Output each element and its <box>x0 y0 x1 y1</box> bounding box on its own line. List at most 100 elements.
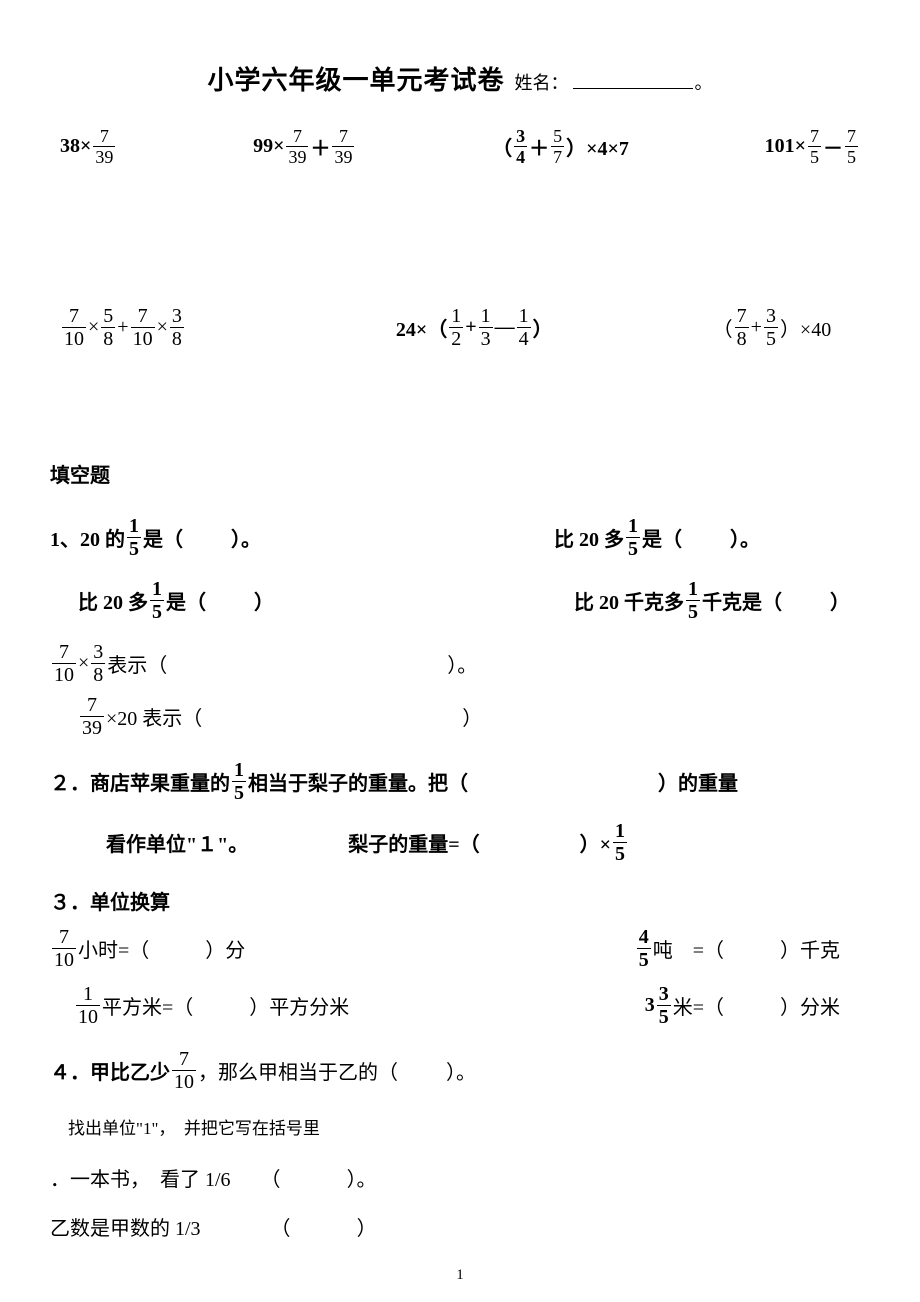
q3a-l-blank <box>149 934 205 963</box>
e2-d2: 39 <box>332 146 354 166</box>
q1a-l-n: 1 <box>127 516 141 537</box>
q2-line-b: 看作单位"１"。 梨子的重量=（ ）× 15 <box>50 821 870 864</box>
q1c-n2: 3 <box>91 642 105 663</box>
q1a-l-d: 5 <box>127 537 141 559</box>
expr-3: （ 34 ＋ 57 ）×4×7 <box>492 127 629 166</box>
q2a-close: ）的重量 <box>658 767 738 796</box>
q1b-r-pre: 比 20 千克多 <box>574 586 684 615</box>
e7-l: （ <box>713 313 733 342</box>
q3-header-text: ３．单位换算 <box>50 886 170 915</box>
q3a-l-pre: 小时=（ <box>78 934 149 963</box>
e5-d4: 8 <box>170 327 184 349</box>
section-fill-header: 填空题 <box>50 459 870 488</box>
q2-line-a: ２．商店苹果重量的 15 相当于梨子的重量。把（ ）的重量 <box>50 760 870 803</box>
p2-blank <box>296 1218 352 1240</box>
e5-t3: × <box>157 316 168 339</box>
q1c-n1: 7 <box>52 642 76 663</box>
q2b-pre: 看作单位"１"。 <box>106 828 248 857</box>
q3b-l-pre: 平方米=（ <box>102 991 193 1020</box>
q3a-l-close: ）分 <box>205 934 245 963</box>
e7-d2: 5 <box>764 327 778 349</box>
q3a-r-pre: 吨 =（ <box>653 934 724 963</box>
page-title: 小学六年级一单元考试卷 <box>207 66 504 95</box>
q1c-t1: × <box>78 652 89 675</box>
q1b-l-d: 5 <box>150 600 164 622</box>
e3-d1: 4 <box>514 146 527 166</box>
e4-minus: － <box>823 132 843 161</box>
q1a-r-pre: 比 20 多 <box>554 523 624 552</box>
e6-t1: + <box>465 316 476 339</box>
q3-header: ３．单位换算 <box>50 886 870 915</box>
e7-n1: 7 <box>735 306 749 327</box>
expr-7: （ 78 + 35 ）×40 <box>713 306 832 349</box>
q1-line-d: 739 ×20 表示（ ） <box>50 695 870 738</box>
q1a-l-close: ）。 <box>231 523 261 552</box>
e2-n1: 7 <box>286 127 308 146</box>
e6-coef: 24×（ <box>396 313 447 342</box>
e3-plus: ＋ <box>529 132 549 161</box>
q1d-t: ×20 表示（ <box>106 702 202 731</box>
q2b-n: 1 <box>613 821 627 842</box>
q4-line: ４．甲比乙少 710 ，那么甲相当于乙的（ ）。 <box>50 1049 870 1092</box>
expr-1: 38× 739 <box>60 127 117 166</box>
q3b-l-blank <box>193 991 249 1020</box>
expr-1-den: 39 <box>93 146 115 166</box>
q1b-l-pre: 比 20 多 <box>78 586 148 615</box>
expr-5: 710 × 58 + 710 × 38 <box>60 306 186 349</box>
q1a-r-close: ）。 <box>730 523 760 552</box>
q1d-d: 39 <box>80 716 104 738</box>
e6-r: ） <box>533 313 553 342</box>
q3a-r-close: ）千克 <box>780 934 840 963</box>
e4-d1: 5 <box>808 146 821 166</box>
e6-t2: — <box>495 316 515 339</box>
q3b-r-d: 5 <box>657 1005 671 1027</box>
expr-4: 101× 75 － 75 <box>765 127 860 166</box>
calc-row-1: 38× 739 99× 739 ＋ 739 （ 34 ＋ 57 ）×4×7 10… <box>50 127 870 166</box>
e5-d2: 8 <box>101 327 115 349</box>
p1-close: ）。 <box>347 1169 377 1191</box>
e7-r: ）×40 <box>780 313 831 342</box>
e4-n1: 7 <box>808 127 821 146</box>
expr-2-coef: 99× <box>253 135 284 158</box>
q1b-r-post: 千克是（ <box>702 586 782 615</box>
expr-1-num: 7 <box>93 127 115 146</box>
q3-line-b: 110 平方米=（ ）平方分米 3 35 米=（ ）分米 <box>50 984 870 1027</box>
e5-n3: 7 <box>131 306 155 327</box>
e6-d1: 2 <box>449 327 463 349</box>
q2b-close: ）× <box>580 828 611 857</box>
expr-2: 99× 739 ＋ 739 <box>253 127 356 166</box>
e6-n2: 1 <box>479 306 493 327</box>
e2-plus: ＋ <box>310 132 330 161</box>
q4-d: 10 <box>172 1070 196 1092</box>
q2b-mid: 梨子的重量=（ <box>348 828 479 857</box>
q2a-d: 5 <box>232 781 246 803</box>
e4-d2: 5 <box>845 146 858 166</box>
q1a-r-blank <box>682 523 730 552</box>
sub-note: 找出单位"1"， 并把它写在括号里 <box>50 1114 870 1139</box>
q4-n: 7 <box>172 1049 196 1070</box>
q1a-l-pre: 1、20 的 <box>50 523 125 552</box>
plain-row-1: ．一本书， 看了 1/6 （ ）。 <box>50 1163 870 1192</box>
e5-t2: + <box>117 316 128 339</box>
e6-n3: 1 <box>517 306 531 327</box>
q2a-pre: ２．商店苹果重量的 <box>50 767 230 796</box>
p1-pre: ．一本书， 看了 1/6 （ <box>50 1169 281 1191</box>
plain-row-2: 乙数是甲数的 1/3 （ ） <box>50 1212 870 1241</box>
page-number: 1 <box>0 1267 920 1284</box>
e7-t1: + <box>751 316 762 339</box>
q1a-r-post: 是（ <box>642 523 682 552</box>
q1a-l-post: 是（ <box>143 523 183 552</box>
e5-d1: 10 <box>62 327 86 349</box>
q3b-l-close: ）平方分米 <box>249 991 349 1020</box>
p2-pre: 乙数是甲数的 1/3 （ <box>50 1218 291 1240</box>
title-line: 小学六年级一单元考试卷 姓名：。 <box>50 60 870 97</box>
name-label: 姓名： <box>515 73 569 93</box>
p2-close: ） <box>357 1218 377 1240</box>
e6-n1: 1 <box>449 306 463 327</box>
q4-pre: ４．甲比乙少 <box>50 1056 170 1085</box>
e2-d1: 39 <box>286 146 308 166</box>
expr-6: 24×（ 12 + 13 — 14 ） <box>396 306 553 349</box>
expr-1-coef: 38× <box>60 135 91 158</box>
q4-blank <box>398 1056 446 1085</box>
q1b-r-d: 5 <box>686 600 700 622</box>
